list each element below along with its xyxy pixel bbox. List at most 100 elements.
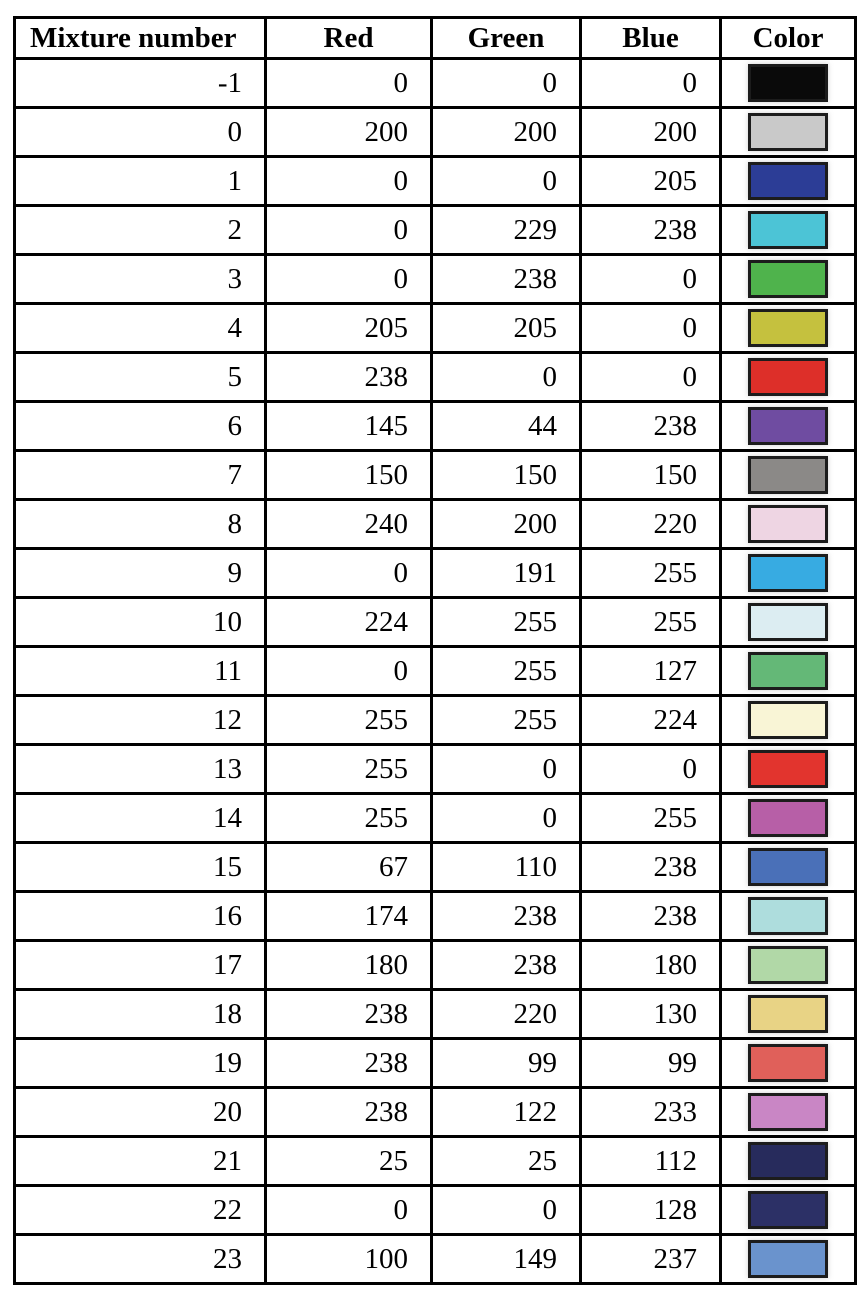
color-swatch (748, 211, 828, 249)
table-row: 21 25 25 112 (13, 1135, 857, 1187)
header-row: Mixture number Red Green Blue Color (13, 16, 857, 60)
color-swatch-cell (719, 57, 857, 109)
green-value-cell: 0 (430, 743, 582, 795)
red-value-cell: 180 (264, 939, 433, 991)
mixture-number-cell: 19 (13, 1037, 267, 1089)
mixture-number-cell: 11 (13, 645, 267, 697)
blue-value-cell: 237 (579, 1233, 722, 1285)
red-value-cell: 0 (264, 547, 433, 599)
table-row: 13 255 0 0 (13, 743, 857, 795)
green-value-cell: 255 (430, 596, 582, 648)
red-value-cell: 150 (264, 449, 433, 501)
color-swatch (748, 407, 828, 445)
blue-value-cell: 112 (579, 1135, 722, 1187)
color-swatch-cell (719, 253, 857, 305)
mixture-number-cell: 18 (13, 988, 267, 1040)
color-swatch-cell (719, 547, 857, 599)
mixture-number-cell: 9 (13, 547, 267, 599)
color-swatch (748, 554, 828, 592)
color-swatch-cell (719, 1233, 857, 1285)
color-swatch-cell (719, 1086, 857, 1138)
color-swatch (748, 897, 828, 935)
green-value-cell: 229 (430, 204, 582, 256)
red-value-cell: 238 (264, 1086, 433, 1138)
mixture-number-cell: 12 (13, 694, 267, 746)
red-value-cell: 255 (264, 694, 433, 746)
green-value-cell: 110 (430, 841, 582, 893)
table-row: 19 238 99 99 (13, 1037, 857, 1089)
mixture-number-cell: 0 (13, 106, 267, 158)
blue-value-cell: 255 (579, 792, 722, 844)
color-swatch (748, 505, 828, 543)
color-swatch (748, 358, 828, 396)
color-swatch-cell (719, 939, 857, 991)
green-value-cell: 238 (430, 253, 582, 305)
color-swatch-cell (719, 155, 857, 207)
blue-value-cell: 238 (579, 841, 722, 893)
color-swatch (748, 750, 828, 788)
blue-value-cell: 150 (579, 449, 722, 501)
blue-value-cell: 0 (579, 57, 722, 109)
red-value-cell: 255 (264, 743, 433, 795)
color-swatch (748, 1142, 828, 1180)
mixture-number-cell: 5 (13, 351, 267, 403)
column-header-mixture-number: Mixture number (13, 16, 267, 60)
green-value-cell: 200 (430, 498, 582, 550)
color-swatch-cell (719, 694, 857, 746)
table-row: 17 180 238 180 (13, 939, 857, 991)
blue-value-cell: 220 (579, 498, 722, 550)
blue-value-cell: 180 (579, 939, 722, 991)
mixture-number-cell: 1 (13, 155, 267, 207)
green-value-cell: 0 (430, 1184, 582, 1236)
color-swatch-cell (719, 400, 857, 452)
red-value-cell: 100 (264, 1233, 433, 1285)
table-row: 22 0 0 128 (13, 1184, 857, 1236)
color-swatch (748, 701, 828, 739)
color-swatch-cell (719, 1184, 857, 1236)
color-swatch (748, 603, 828, 641)
blue-value-cell: 255 (579, 547, 722, 599)
green-value-cell: 25 (430, 1135, 582, 1187)
blue-value-cell: 238 (579, 204, 722, 256)
color-swatch-cell (719, 988, 857, 1040)
table-row: 16 174 238 238 (13, 890, 857, 942)
mixture-number-cell: 8 (13, 498, 267, 550)
blue-value-cell: 224 (579, 694, 722, 746)
column-header-green: Green (430, 16, 582, 60)
red-value-cell: 0 (264, 645, 433, 697)
blue-value-cell: 127 (579, 645, 722, 697)
blue-value-cell: 205 (579, 155, 722, 207)
red-value-cell: 240 (264, 498, 433, 550)
mixture-number-cell: 15 (13, 841, 267, 893)
column-header-color: Color (719, 16, 857, 60)
green-value-cell: 122 (430, 1086, 582, 1138)
table-row: 0 200 200 200 (13, 106, 857, 158)
green-value-cell: 255 (430, 694, 582, 746)
color-swatch-cell (719, 792, 857, 844)
color-swatch-cell (719, 841, 857, 893)
green-value-cell: 238 (430, 939, 582, 991)
color-swatch (748, 456, 828, 494)
color-swatch (748, 1093, 828, 1131)
blue-value-cell: 128 (579, 1184, 722, 1236)
color-swatch (748, 1240, 828, 1278)
blue-value-cell: 0 (579, 253, 722, 305)
color-swatch-cell (719, 890, 857, 942)
column-header-blue: Blue (579, 16, 722, 60)
table-row: 3 0 238 0 (13, 253, 857, 305)
mixture-number-cell: 3 (13, 253, 267, 305)
mixture-number-cell: 13 (13, 743, 267, 795)
color-swatch-cell (719, 596, 857, 648)
red-value-cell: 224 (264, 596, 433, 648)
table-row: 11 0 255 127 (13, 645, 857, 697)
color-swatch-cell (719, 106, 857, 158)
green-value-cell: 0 (430, 57, 582, 109)
color-swatch (748, 799, 828, 837)
red-value-cell: 0 (264, 57, 433, 109)
color-swatch (748, 162, 828, 200)
red-value-cell: 145 (264, 400, 433, 452)
color-swatch-cell (719, 498, 857, 550)
mixture-number-cell: 16 (13, 890, 267, 942)
blue-value-cell: 130 (579, 988, 722, 1040)
